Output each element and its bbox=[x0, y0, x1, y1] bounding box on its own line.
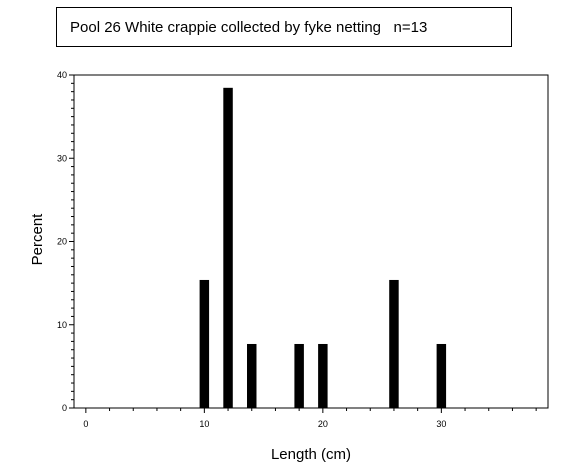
chart-title: Pool 26 White crappie collected by fyke … bbox=[56, 7, 512, 47]
x-tick-label: 0 bbox=[83, 419, 88, 429]
x-axis: 0 10 20 30 bbox=[83, 408, 537, 429]
x-tick-label: 10 bbox=[199, 419, 209, 429]
y-tick-label: 20 bbox=[57, 237, 67, 247]
x-tick-label: 20 bbox=[318, 419, 328, 429]
histogram-bar bbox=[223, 87, 233, 409]
x-tick-label: 30 bbox=[436, 419, 446, 429]
bars bbox=[199, 87, 447, 409]
y-axis: 0 10 20 30 40 bbox=[57, 70, 74, 413]
histogram-bar bbox=[436, 343, 447, 408]
histogram-bar bbox=[294, 343, 304, 408]
y-tick-label: 0 bbox=[62, 403, 67, 413]
y-tick-label: 40 bbox=[57, 70, 67, 80]
y-tick-label: 30 bbox=[57, 153, 67, 163]
histogram-bar bbox=[389, 279, 399, 408]
y-tick-label: 10 bbox=[57, 320, 67, 330]
plot-frame bbox=[73, 74, 549, 409]
x-axis-label: Length (cm) bbox=[271, 446, 351, 463]
y-axis-label: Percent bbox=[29, 213, 46, 266]
histogram-bar bbox=[247, 343, 257, 408]
plot-border bbox=[73, 74, 549, 409]
histogram-bar bbox=[318, 343, 328, 408]
histogram-bar bbox=[199, 279, 210, 408]
